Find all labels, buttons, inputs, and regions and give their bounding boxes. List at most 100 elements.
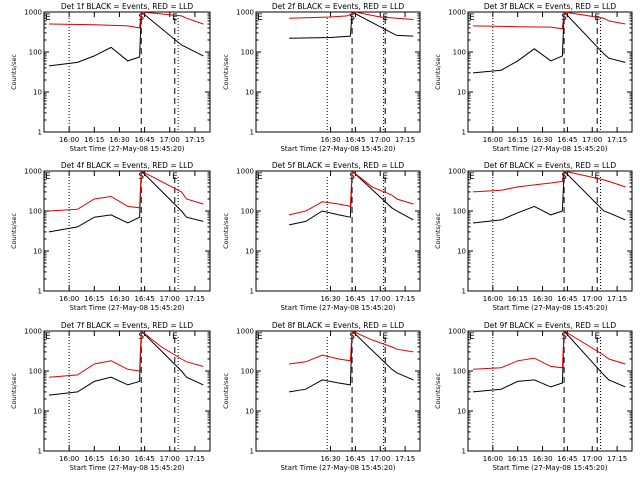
y-tick-label: 100 <box>29 368 42 376</box>
plot-frame <box>43 330 211 452</box>
x-axis-label: Start Time (27-May-08 15:45:20) <box>280 145 395 153</box>
x-tick-label: 16:00 <box>483 295 503 303</box>
period-marker: E <box>45 172 51 182</box>
y-tick-label: 10 <box>245 408 254 416</box>
series-black-events <box>288 169 414 226</box>
series-red-lld <box>472 170 626 193</box>
y-tick-label: 10 <box>457 248 466 256</box>
x-tick-label: 16:30 <box>532 295 552 303</box>
period-marker: S <box>349 13 355 23</box>
x-tick-label: 16:30 <box>109 136 129 144</box>
series-red-lld <box>48 330 204 378</box>
series-black-events <box>472 329 626 393</box>
series-black-events <box>48 329 204 396</box>
x-tick-label: 16:00 <box>59 136 79 144</box>
x-tick-label: 16:45 <box>345 455 365 463</box>
plot-frame <box>255 330 421 452</box>
y-tick-label: 100 <box>241 368 254 376</box>
y-tick-label: 1000 <box>236 168 254 176</box>
y-tick-label: 1 <box>250 129 254 137</box>
x-tick-label: 17:00 <box>370 455 390 463</box>
x-axis-label: Start Time (27-May-08 15:45:20) <box>280 304 395 312</box>
y-axis-label: Counts/sec <box>434 213 442 249</box>
chart-panel-1: Det 1f BLACK = Events, RED = LLD 1 10 100 10… <box>10 2 211 153</box>
series-red-lld <box>48 170 204 212</box>
y-tick-label: 100 <box>453 368 466 376</box>
y-tick-label: 10 <box>33 89 42 97</box>
x-axis-label: Start Time (27-May-08 15:45:20) <box>492 464 607 472</box>
y-tick-label: 1000 <box>448 328 466 336</box>
period-marker: E <box>594 13 600 23</box>
plot-frame <box>467 11 633 133</box>
chart-panel-3: Det 3f BLACK = Events, RED = LLD 1 10 100 10… <box>434 2 633 153</box>
period-marker: E <box>257 332 263 342</box>
series-black-events <box>472 169 626 224</box>
x-axis-label: Start Time (27-May-08 15:45:20) <box>492 145 607 153</box>
chart-title: Det 8f BLACK = Events, RED = LLD <box>272 321 405 330</box>
chart-panel-5: Det 5f BLACK = Events, RED = LLD 1 10 100 10… <box>222 161 421 312</box>
y-tick-label: 100 <box>241 49 254 57</box>
period-marker: E <box>257 172 263 182</box>
series-red-lld <box>288 169 414 216</box>
x-tick-label: 17:15 <box>395 136 415 144</box>
y-axis-label: Counts/sec <box>10 373 18 409</box>
x-tick-label: 16:30 <box>532 136 552 144</box>
y-axis-label: Counts/sec <box>222 213 230 249</box>
y-tick-label: 1000 <box>24 328 42 336</box>
y-tick-label: 10 <box>245 248 254 256</box>
y-tick-label: 1000 <box>236 328 254 336</box>
y-tick-label: 1 <box>250 288 254 296</box>
plot-frame <box>43 170 211 292</box>
series-black-events <box>472 10 626 74</box>
x-tick-label: 17:00 <box>582 295 602 303</box>
period-marker: E <box>594 332 600 342</box>
x-tick-label: 17:15 <box>395 455 415 463</box>
x-tick-label: 16:45 <box>557 136 577 144</box>
chart-panel-8: Det 8f BLACK = Events, RED = LLD 1 10 100 10… <box>222 321 421 472</box>
y-tick-label: 1 <box>38 448 42 456</box>
x-tick-label: 17:00 <box>160 455 180 463</box>
x-tick-label: 16:15 <box>84 295 104 303</box>
y-axis-label: Counts/sec <box>434 373 442 409</box>
x-tick-label: 17:15 <box>607 136 627 144</box>
y-tick-label: 1 <box>38 288 42 296</box>
x-tick-label: 16:30 <box>320 295 340 303</box>
x-tick-label: 16:45 <box>345 136 365 144</box>
x-tick-label: 16:15 <box>508 455 528 463</box>
chart-title: Det 9f BLACK = Events, RED = LLD <box>484 321 617 330</box>
x-tick-label: 16:30 <box>532 455 552 463</box>
y-axis-label: Counts/sec <box>222 54 230 90</box>
y-tick-label: 1000 <box>236 9 254 17</box>
x-tick-label: 16:30 <box>320 455 340 463</box>
y-tick-label: 1000 <box>24 9 42 17</box>
chart-panel-4: Det 4f BLACK = Events, RED = LLD 1 10 100 10… <box>10 161 211 312</box>
series-black-events <box>289 11 414 39</box>
y-tick-label: 10 <box>457 408 466 416</box>
period-marker: E <box>257 13 263 23</box>
chart-title: Det 3f BLACK = Events, RED = LLD <box>484 2 617 11</box>
y-tick-label: 100 <box>453 208 466 216</box>
period-marker: E <box>469 172 475 182</box>
y-tick-label: 1000 <box>448 9 466 17</box>
series-black-events <box>48 10 204 67</box>
y-tick-label: 1 <box>462 448 466 456</box>
y-axis-label: Counts/sec <box>434 54 442 90</box>
x-tick-label: 17:00 <box>370 295 390 303</box>
series-red-lld <box>472 11 626 30</box>
x-tick-label: 16:15 <box>508 136 528 144</box>
period-marker: E <box>594 172 600 182</box>
x-tick-label: 17:15 <box>185 455 205 463</box>
x-tick-label: 17:00 <box>160 136 180 144</box>
x-tick-label: 16:15 <box>84 455 104 463</box>
y-tick-label: 100 <box>453 49 466 57</box>
period-marker: E <box>469 332 475 342</box>
series-red-lld <box>289 330 414 365</box>
x-tick-label: 16:30 <box>109 295 129 303</box>
x-tick-label: 17:00 <box>582 136 602 144</box>
x-tick-label: 16:45 <box>557 295 577 303</box>
chart-title: Det 7f BLACK = Events, RED = LLD <box>61 321 194 330</box>
x-axis-label: Start Time (27-May-08 15:45:20) <box>69 464 184 472</box>
series-red-lld <box>289 11 414 20</box>
x-tick-label: 16:45 <box>135 136 155 144</box>
